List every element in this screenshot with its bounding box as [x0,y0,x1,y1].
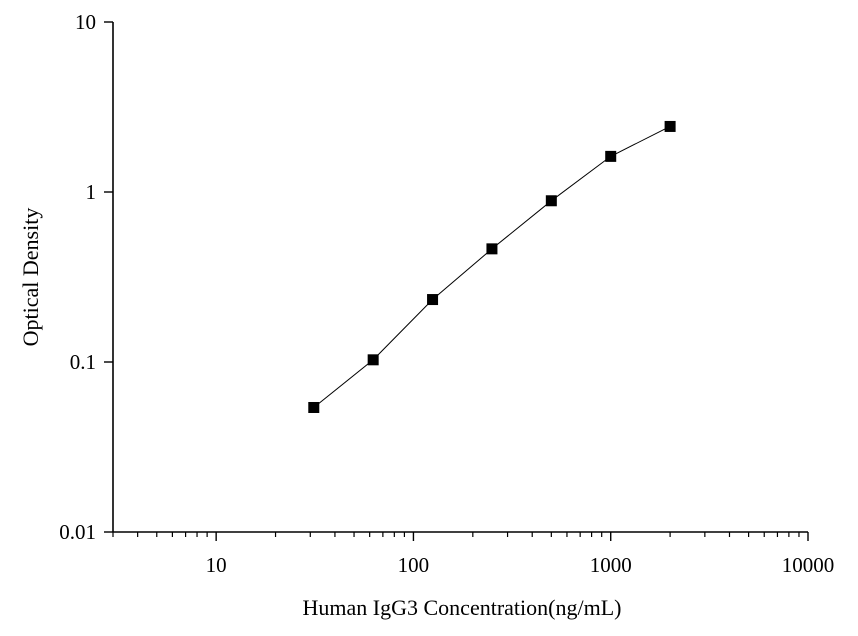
x-axis-title: Human IgG3 Concentration(ng/mL) [303,595,622,620]
y-tick-label: 0.1 [70,350,96,374]
axes [112,22,808,533]
data-point [605,150,617,162]
data-point [545,195,557,207]
y-tick-label: 1 [86,180,97,204]
y-tick-label: 0.01 [59,520,96,544]
data-point [308,401,320,413]
x-tick-label: 10000 [782,553,835,577]
data-point [367,354,379,366]
fit-line [313,125,671,408]
fit-line-group [313,125,671,408]
data-point [486,243,498,255]
x-tick-label: 1000 [590,553,632,577]
data-point [664,120,676,132]
y-tick-label: 10 [75,10,96,34]
x-tick-label: 100 [398,553,430,577]
data-point [427,294,439,306]
x-tick-label: 10 [206,553,227,577]
y-axis-title: Optical Density [18,208,43,347]
data-points [308,120,676,413]
ticks: 10 100 1000 10000 0.01 0.1 1 10 [59,10,834,577]
